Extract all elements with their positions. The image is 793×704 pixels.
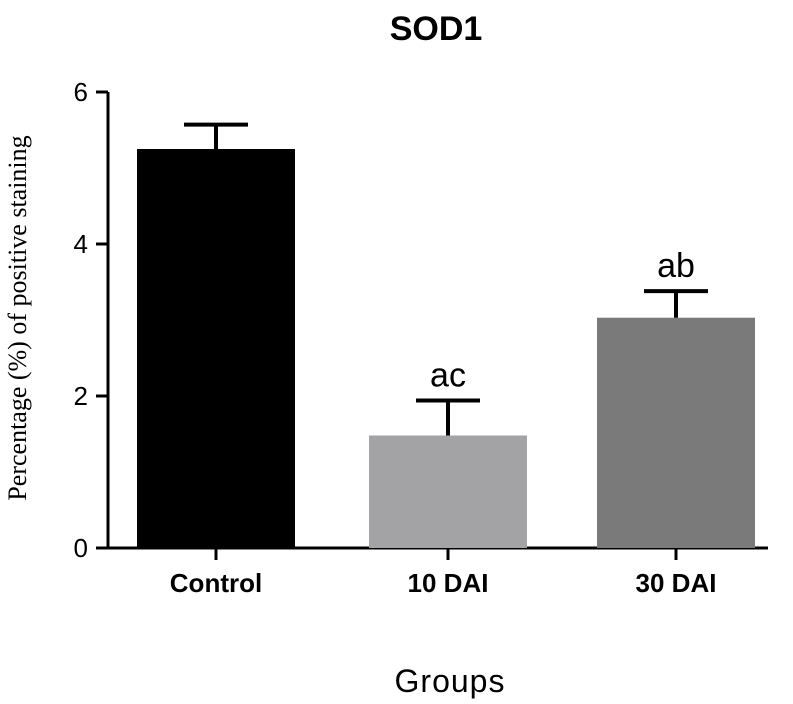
x-tick-label-2: 30 DAI: [636, 568, 717, 598]
y-tick-label-3: 6: [74, 77, 88, 107]
y-tick-label-0: 0: [74, 533, 88, 563]
y-tick-label-1: 2: [74, 381, 88, 411]
bar-1: [369, 435, 527, 548]
significance-label-1: ac: [430, 357, 466, 395]
bar-2: [597, 317, 755, 548]
y-axis-label: Percentage (%) of positive staining: [3, 135, 32, 500]
plot-area: 0 2 4 6 Control ac 10 DAI ab 30 DAI: [74, 77, 768, 598]
x-tick-label-1: 10 DAI: [408, 568, 489, 598]
x-axis-label: Groups: [395, 663, 506, 699]
x-tick-label-0: Control: [170, 568, 262, 598]
y-tick-label-2: 4: [74, 229, 88, 259]
significance-label-2: ab: [657, 247, 695, 285]
bar-0: [137, 149, 295, 548]
chart-title: SOD1: [390, 10, 483, 48]
